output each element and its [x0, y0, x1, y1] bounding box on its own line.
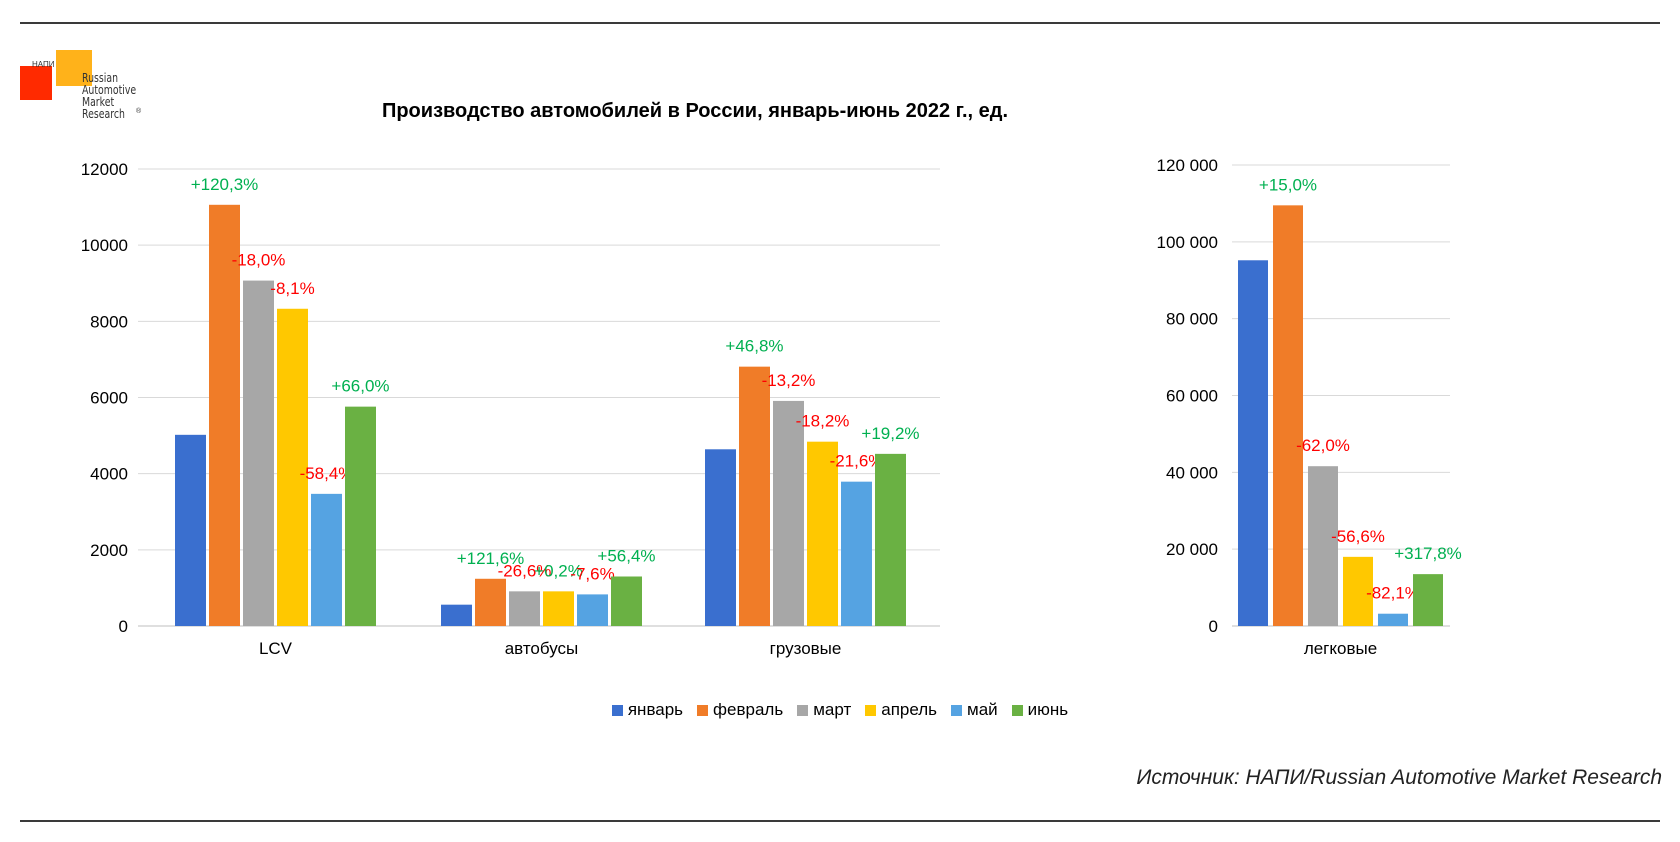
legend-item-март: март: [797, 700, 851, 720]
bar-февраль-легковые: [1273, 205, 1303, 626]
bar-июнь-грузовые: [875, 453, 906, 626]
data-label: -18,2%: [796, 412, 850, 431]
data-label: -18,0%: [232, 251, 286, 270]
legend-label: февраль: [713, 700, 784, 719]
bar-май-LCV: [311, 493, 342, 626]
logo-registered-mark: ®: [136, 108, 142, 115]
data-label: +317,8%: [1394, 544, 1462, 563]
legend-swatch: [1011, 704, 1023, 716]
data-label: -13,2%: [762, 371, 816, 390]
y-tick-label: 20 000: [1166, 540, 1218, 559]
y-tick-label: 12000: [81, 160, 128, 179]
chart-title: Производство автомобилей в России, январ…: [381, 100, 1009, 122]
data-label: -21,6%: [830, 452, 884, 471]
bar-июнь-автобусы: [611, 576, 642, 626]
bar-апрель-легковые: [1343, 556, 1373, 626]
data-label: -7,6%: [570, 564, 614, 583]
napi-logo: НАПИ Russian Automotive Market Research …: [20, 50, 170, 140]
bar-январь-легковые: [1238, 260, 1268, 626]
y-tick-label: 100 000: [1157, 233, 1218, 252]
data-label: +15,0%: [1259, 175, 1317, 194]
legend-item-июнь: июнь: [1011, 700, 1069, 720]
data-label: +0,2%: [534, 561, 583, 580]
data-label: -8,1%: [270, 279, 314, 298]
logo-red-square: [20, 66, 52, 100]
source-note: Источник: НАПИ/Russian Automotive Market…: [1136, 766, 1662, 789]
top-rule: [20, 22, 1660, 24]
data-label: +66,0%: [331, 377, 389, 396]
bar-январь-LCV: [175, 434, 206, 626]
legend-item-апрель: апрель: [865, 700, 937, 720]
bar-апрель-грузовые: [807, 441, 838, 626]
data-label: -62,0%: [1296, 436, 1350, 455]
legend-swatch: [697, 704, 709, 716]
bar-февраль-грузовые: [739, 366, 770, 626]
data-label: +120,3%: [191, 175, 259, 194]
logo-orange-square: [56, 50, 92, 86]
y-tick-label: 4000: [90, 465, 128, 484]
legend-label: январь: [627, 700, 684, 719]
bar-май-легковые: [1378, 613, 1408, 626]
data-label: +46,8%: [725, 337, 783, 356]
logo-line-1: Russian: [82, 71, 119, 85]
bar-январь-автобусы: [441, 604, 472, 626]
bar-январь-грузовые: [705, 449, 736, 626]
legend-label: май: [967, 700, 998, 719]
data-label: +56,4%: [597, 546, 655, 565]
data-label: -58,4%: [300, 464, 354, 483]
x-category-label: автобусы: [505, 639, 579, 658]
x-category-label: LCV: [259, 639, 293, 658]
data-label: +19,2%: [861, 424, 919, 443]
bar-апрель-автобусы: [543, 591, 574, 626]
chart-legend: январь февраль март апрель май июнь: [0, 700, 1680, 720]
x-category-label: грузовые: [770, 639, 842, 658]
y-tick-label: 120 000: [1157, 156, 1218, 175]
y-tick-label: 60 000: [1166, 387, 1218, 406]
data-label: -26,6%: [498, 561, 552, 580]
x-category-label: легковые: [1304, 639, 1377, 658]
y-tick-label: 0: [119, 617, 128, 636]
bar-май-грузовые: [841, 481, 872, 626]
legend-label: апрель: [881, 700, 938, 719]
logo-line-3: Market: [82, 95, 115, 109]
legend-swatch: [951, 704, 963, 716]
y-tick-label: 2000: [90, 541, 128, 560]
y-tick-label: 8000: [90, 312, 128, 331]
bar-июнь-легковые: [1413, 574, 1443, 626]
y-tick-label: 80 000: [1166, 310, 1218, 329]
bar-март-легковые: [1308, 466, 1338, 626]
bar-март-грузовые: [773, 400, 804, 626]
bottom-rule: [20, 820, 1660, 822]
bar-март-LCV: [243, 280, 274, 626]
legend-label: июнь: [1027, 700, 1069, 719]
y-tick-label: 0: [1209, 617, 1218, 636]
bar-февраль-LCV: [209, 204, 240, 626]
data-label: -56,6%: [1331, 527, 1385, 546]
legend-swatch: [797, 704, 809, 716]
y-tick-label: 10000: [81, 236, 128, 255]
logo-abbr: НАПИ: [32, 60, 55, 69]
bar-март-автобусы: [509, 591, 540, 626]
bar-февраль-автобусы: [475, 578, 506, 626]
y-tick-label: 6000: [90, 389, 128, 408]
y-tick-label: 40 000: [1166, 463, 1218, 482]
legend-label: март: [813, 700, 852, 719]
legend-swatch: [611, 704, 623, 716]
bar-май-автобусы: [577, 594, 608, 626]
legend-swatch: [865, 704, 877, 716]
bar-апрель-LCV: [277, 308, 308, 626]
logo-line-2: Automotive: [82, 83, 137, 97]
legend-item-май: май: [951, 700, 998, 720]
legend-item-январь: январь: [611, 700, 684, 720]
data-label: -82,1%: [1366, 584, 1420, 603]
legend-item-февраль: февраль: [697, 700, 783, 720]
data-label: +121,6%: [457, 549, 525, 568]
logo-line-4: Research: [82, 107, 125, 121]
bar-июнь-LCV: [345, 406, 376, 626]
